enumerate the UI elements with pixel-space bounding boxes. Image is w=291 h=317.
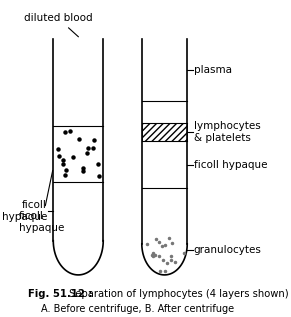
Text: Fig. 51.12 :: Fig. 51.12 : [28,289,93,299]
Bar [142,123,187,141]
Text: A. Before centrifuge, B. After centrifuge: A. Before centrifuge, B. After centrifug… [41,304,234,314]
Text: ficoll hypaque: ficoll hypaque [194,159,267,170]
Polygon shape [142,244,187,275]
Text: Separation of lymphocytes (4 layers shown): Separation of lymphocytes (4 layers show… [66,289,288,299]
Text: lymphocytes
& platelets: lymphocytes & platelets [194,121,260,143]
Text: plasma: plasma [194,65,232,75]
Text: granulocytes: granulocytes [194,245,261,255]
Bar [142,39,187,244]
Text: diluted blood: diluted blood [24,13,92,37]
Polygon shape [53,241,103,275]
Text: ficoll
hypaque: ficoll hypaque [1,200,47,222]
Bar [53,39,103,241]
Text: ficoll
hypaque: ficoll hypaque [19,171,65,233]
